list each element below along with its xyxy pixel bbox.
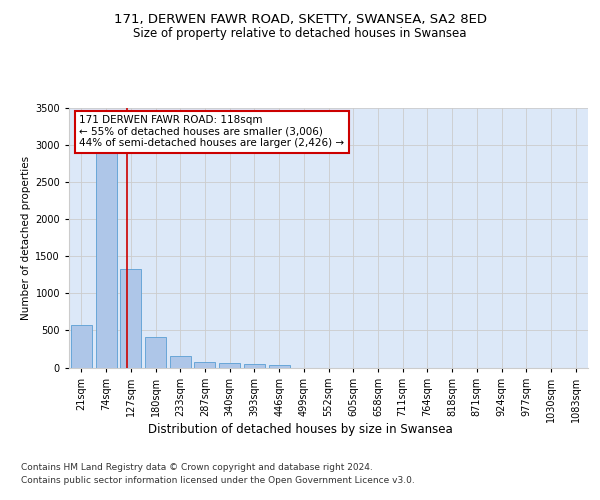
Bar — [244, 364, 265, 368]
Text: Contains public sector information licensed under the Open Government Licence v3: Contains public sector information licen… — [21, 476, 415, 485]
Text: Size of property relative to detached houses in Swansea: Size of property relative to detached ho… — [133, 28, 467, 40]
Bar — [269, 364, 290, 368]
Text: 171 DERWEN FAWR ROAD: 118sqm
← 55% of detached houses are smaller (3,006)
44% of: 171 DERWEN FAWR ROAD: 118sqm ← 55% of de… — [79, 116, 344, 148]
Text: Distribution of detached houses by size in Swansea: Distribution of detached houses by size … — [148, 422, 452, 436]
Bar — [219, 364, 240, 368]
Bar — [170, 356, 191, 368]
Text: Contains HM Land Registry data © Crown copyright and database right 2024.: Contains HM Land Registry data © Crown c… — [21, 462, 373, 471]
Text: 171, DERWEN FAWR ROAD, SKETTY, SWANSEA, SA2 8ED: 171, DERWEN FAWR ROAD, SKETTY, SWANSEA, … — [113, 12, 487, 26]
Bar — [95, 150, 116, 368]
Bar — [145, 337, 166, 368]
Bar — [120, 270, 141, 368]
Bar — [71, 325, 92, 368]
Y-axis label: Number of detached properties: Number of detached properties — [21, 156, 31, 320]
Bar — [194, 362, 215, 368]
